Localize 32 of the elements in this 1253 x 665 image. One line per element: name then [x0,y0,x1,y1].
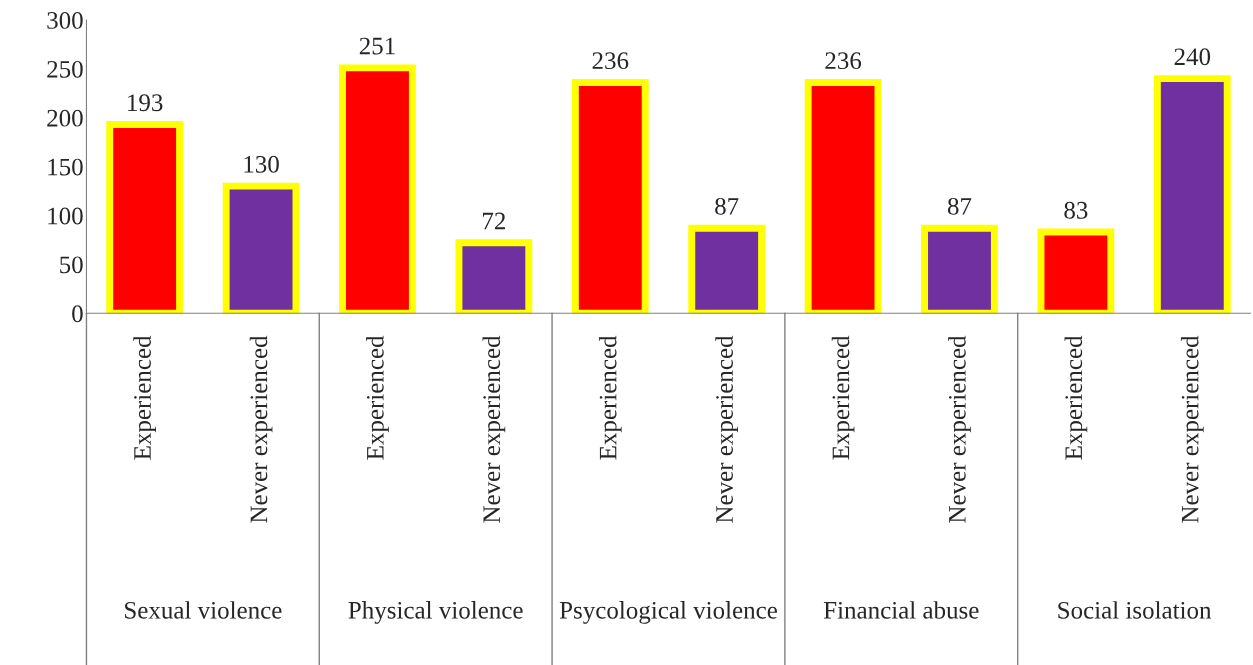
y-tick-label: 250 [47,60,83,78]
data-label: 83 [1064,201,1088,219]
data-label: 236 [825,52,862,70]
y-tick-label: 300 [47,12,83,29]
data-label: 236 [592,52,629,70]
data-label: 193 [128,94,163,112]
x-tick-label: Never experienced [249,335,273,523]
data-label: 240 [1174,48,1211,66]
y-tick-label: 0 [72,305,83,323]
y-tick-label: 150 [48,158,83,176]
data-label: 72 [483,212,505,230]
data-label: 87 [947,197,972,215]
text: Financial abuse [823,601,979,619]
x-tick-label: Experienced [598,335,622,460]
x-tick-label: Never experienced [715,335,739,523]
x-tick-label: Never experienced [482,335,506,523]
x-tick-label: Experienced [366,335,389,460]
data-label: 251 [359,37,395,55]
y-tick-label: 100 [48,207,83,225]
x-tick-label: Experienced [831,335,855,460]
x-tick-label: Never experienced [1180,335,1204,523]
text: Social isolation [1058,601,1212,619]
text: Physical violence [348,601,523,624]
text: Sexual violence [125,601,282,619]
data-label: 130 [244,155,279,173]
x-tick-label: Never experienced [948,335,971,523]
x-tick-label: Experienced [133,335,156,460]
data-label: 87 [715,197,739,215]
y-tick-label: 50 [60,256,83,274]
y-tick-label: 200 [47,109,83,127]
x-tick-label: Experienced [1064,335,1088,460]
text: Psycological violence [559,601,777,624]
